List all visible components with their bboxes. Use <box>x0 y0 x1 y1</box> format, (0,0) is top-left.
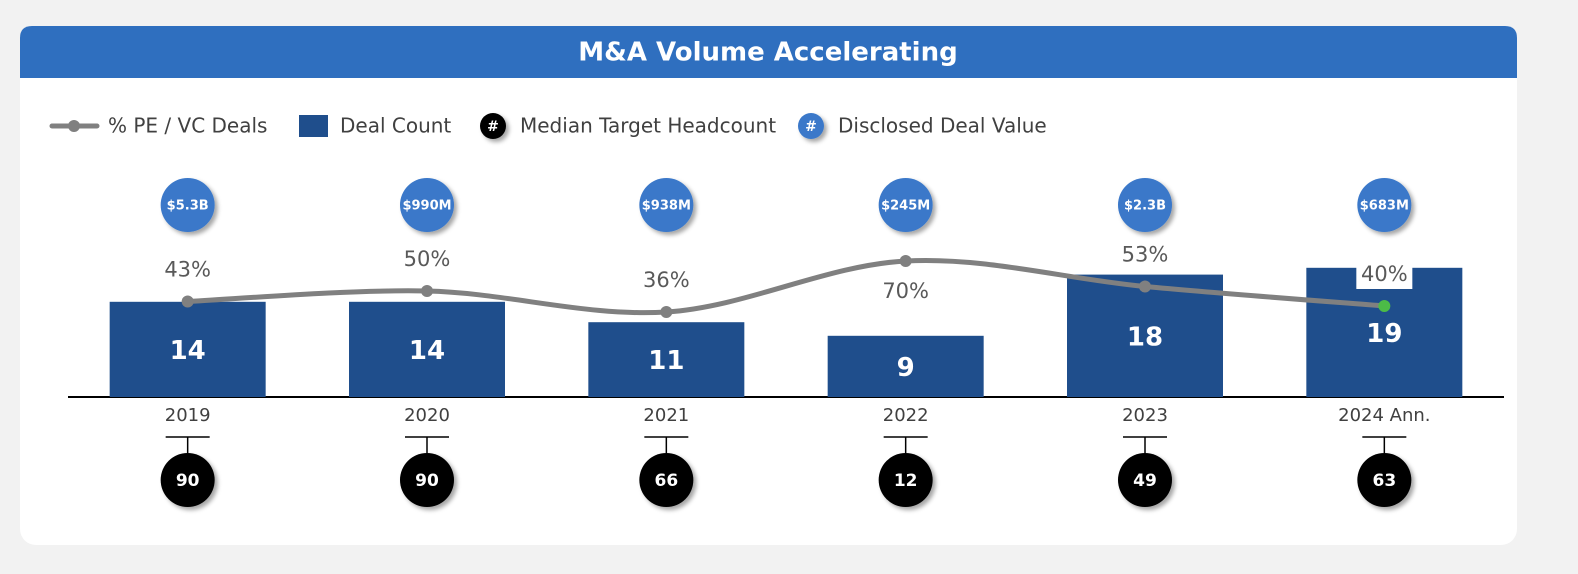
line-label: 43% <box>164 258 211 282</box>
bubble-label: $683M <box>1360 199 1409 214</box>
x-tick-label: 2021 <box>643 405 689 426</box>
x-tick-label: 2020 <box>404 405 450 426</box>
chart-title: M&A Volume Accelerating <box>578 38 957 68</box>
bar-label: 14 <box>170 336 206 366</box>
line-label: 70% <box>882 279 929 303</box>
bar <box>349 301 505 397</box>
bar <box>1306 267 1463 397</box>
legend-label: Median Target Headcount <box>520 114 776 138</box>
line-label: 36% <box>643 268 690 292</box>
bubble <box>160 453 215 507</box>
bubble-label: 63 <box>1372 471 1396 491</box>
bubble-label: $938M <box>642 199 691 214</box>
bubble <box>1118 178 1172 232</box>
bubble <box>400 178 454 232</box>
legend-label: Deal Count <box>340 114 451 138</box>
line-point <box>1378 300 1391 312</box>
bar-label: 14 <box>409 336 445 366</box>
legend-dot <box>68 120 80 132</box>
legend-label: % PE / VC Deals <box>108 114 267 138</box>
legend-bubble <box>798 113 824 139</box>
legend-bubble-label: # <box>805 119 817 135</box>
bar <box>588 322 745 397</box>
bubble-label: $245M <box>881 199 930 214</box>
line-point <box>660 306 673 318</box>
bubble-label: 90 <box>415 471 439 491</box>
x-tick-label: 2022 <box>883 405 929 426</box>
bubble <box>160 178 215 232</box>
bubble-label: $5.3B <box>167 199 209 214</box>
line-point <box>899 255 912 267</box>
bubble-label: 90 <box>176 471 200 491</box>
label-bg <box>1356 261 1413 289</box>
line <box>187 258 1385 316</box>
bubble <box>400 453 454 507</box>
bar <box>827 335 984 397</box>
bubble <box>1118 453 1172 507</box>
bubble-label: $990M <box>402 199 451 214</box>
bubble <box>1357 453 1412 507</box>
line-point <box>1139 280 1151 293</box>
bubble <box>639 453 694 507</box>
card <box>20 26 1517 545</box>
line-point <box>421 285 433 297</box>
x-tick-label: 2023 <box>1122 405 1168 426</box>
bubble <box>1357 178 1412 232</box>
bar-label: 18 <box>1127 322 1163 352</box>
bubble <box>639 178 694 232</box>
bubble-label: 49 <box>1133 471 1157 491</box>
bubble-label: $2.3B <box>1124 199 1166 214</box>
line-label: 40% <box>1361 262 1408 286</box>
legend-swatch <box>299 115 328 137</box>
line-label: 53% <box>1122 243 1169 267</box>
line-point <box>181 295 194 308</box>
x-tick-label: 2019 <box>165 405 211 426</box>
legend-bubble <box>480 113 506 139</box>
bubble-label: 66 <box>654 471 678 491</box>
bar-label: 9 <box>897 353 915 383</box>
bubble-label: 12 <box>894 471 918 491</box>
legend-bubble-label: # <box>487 119 499 135</box>
x-tick-label: 2024 Ann. <box>1338 405 1430 426</box>
bubble <box>878 453 933 507</box>
header <box>20 26 1517 78</box>
bubble <box>878 178 933 232</box>
bar <box>1067 274 1223 397</box>
bar-label: 11 <box>648 346 684 376</box>
line-label: 50% <box>404 247 451 271</box>
bar-label: 19 <box>1366 319 1402 349</box>
bar <box>109 301 266 397</box>
legend-label: Disclosed Deal Value <box>838 114 1047 138</box>
